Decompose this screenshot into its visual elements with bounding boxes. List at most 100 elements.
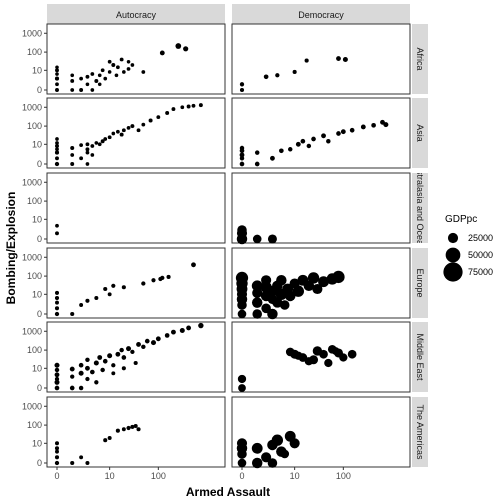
data-point xyxy=(54,441,60,446)
data-point xyxy=(239,152,245,158)
data-point xyxy=(54,150,60,155)
data-point xyxy=(280,449,290,459)
y-tick-label: 10 xyxy=(32,289,42,299)
data-point xyxy=(54,376,60,382)
data-point xyxy=(237,309,247,319)
data-point xyxy=(130,63,135,67)
data-point xyxy=(54,460,60,466)
data-point xyxy=(183,46,189,52)
data-point xyxy=(349,127,355,133)
data-point xyxy=(70,311,75,317)
data-point xyxy=(133,423,138,428)
data-point xyxy=(100,139,105,144)
data-point xyxy=(55,137,59,141)
data-point xyxy=(111,371,116,376)
strip-label-europe: Europe xyxy=(415,268,425,297)
y-tick-label: 0 xyxy=(37,234,42,244)
data-point xyxy=(85,298,90,303)
data-point xyxy=(94,380,99,385)
panel-border xyxy=(46,247,226,319)
strip-label-autocracy: Autocracy xyxy=(116,10,157,20)
data-point xyxy=(121,128,126,133)
data-point xyxy=(311,136,316,142)
data-point xyxy=(263,74,269,80)
data-point xyxy=(116,129,120,134)
data-point xyxy=(54,290,60,295)
data-point xyxy=(55,72,59,76)
y-tick-label: 1000 xyxy=(22,326,42,336)
data-point xyxy=(54,311,60,317)
panel-democracy-asia xyxy=(231,97,411,169)
data-point xyxy=(85,357,90,363)
data-point xyxy=(102,358,108,364)
y-tick-label: 100 xyxy=(27,420,42,430)
data-point xyxy=(238,384,246,392)
data-point xyxy=(55,449,59,454)
panel-border xyxy=(231,97,411,169)
data-point xyxy=(97,355,103,360)
data-point xyxy=(332,270,345,284)
data-point xyxy=(191,262,196,268)
data-point xyxy=(70,88,75,92)
panel-democracy-the-americas xyxy=(231,396,411,469)
strip-democracy xyxy=(232,4,410,24)
data-point xyxy=(70,374,75,379)
data-point xyxy=(285,290,296,302)
data-point xyxy=(136,427,141,432)
data-point xyxy=(186,325,192,331)
data-point xyxy=(94,296,99,301)
data-point xyxy=(111,63,116,67)
data-point xyxy=(150,340,156,346)
data-point xyxy=(236,228,248,239)
data-point xyxy=(85,150,90,155)
data-point xyxy=(55,88,59,92)
panel-border xyxy=(46,321,226,393)
y-tick-label: 0 xyxy=(37,383,42,393)
data-point xyxy=(141,344,146,350)
data-point xyxy=(360,124,366,130)
panel-democracy-europe xyxy=(231,247,411,320)
data-point xyxy=(121,427,126,432)
strip-label-democracy: Democracy xyxy=(298,10,344,20)
data-point xyxy=(78,385,84,391)
y-tick-label: 1000 xyxy=(22,102,42,112)
data-point xyxy=(70,146,75,151)
y-tick-label: 1000 xyxy=(22,28,42,38)
data-point xyxy=(54,372,60,378)
data-point xyxy=(55,300,59,305)
data-point xyxy=(121,355,127,360)
data-point xyxy=(126,346,132,352)
data-point xyxy=(54,295,60,301)
y-tick-label: 100 xyxy=(27,345,42,355)
panel-border xyxy=(46,23,226,95)
x-tick-label: 100 xyxy=(336,471,351,481)
data-point xyxy=(130,424,135,429)
strip-label-africa: Africa xyxy=(415,47,425,70)
data-point xyxy=(126,67,131,71)
data-point xyxy=(252,309,263,319)
data-point xyxy=(54,76,60,81)
panel-autocracy-europe xyxy=(46,247,226,319)
legend-key xyxy=(445,247,461,263)
data-point xyxy=(115,351,121,357)
data-point xyxy=(122,70,126,74)
y-tick-label: 0 xyxy=(37,309,42,319)
data-point xyxy=(155,336,161,342)
data-point xyxy=(90,144,95,148)
data-point xyxy=(54,455,60,460)
y-tick-label: 0 xyxy=(37,159,42,169)
data-point xyxy=(239,82,245,87)
data-point xyxy=(55,82,59,87)
data-point xyxy=(85,82,90,87)
data-point xyxy=(151,278,156,283)
data-point xyxy=(55,147,59,152)
data-point xyxy=(107,70,112,74)
strip-africa xyxy=(412,24,428,94)
data-point xyxy=(121,285,126,290)
data-point xyxy=(126,126,131,130)
y-tick-label: 10 xyxy=(32,65,42,75)
data-point xyxy=(292,285,305,297)
x-tick-label: 10 xyxy=(290,471,300,481)
data-point xyxy=(239,156,245,161)
data-point xyxy=(236,438,248,449)
